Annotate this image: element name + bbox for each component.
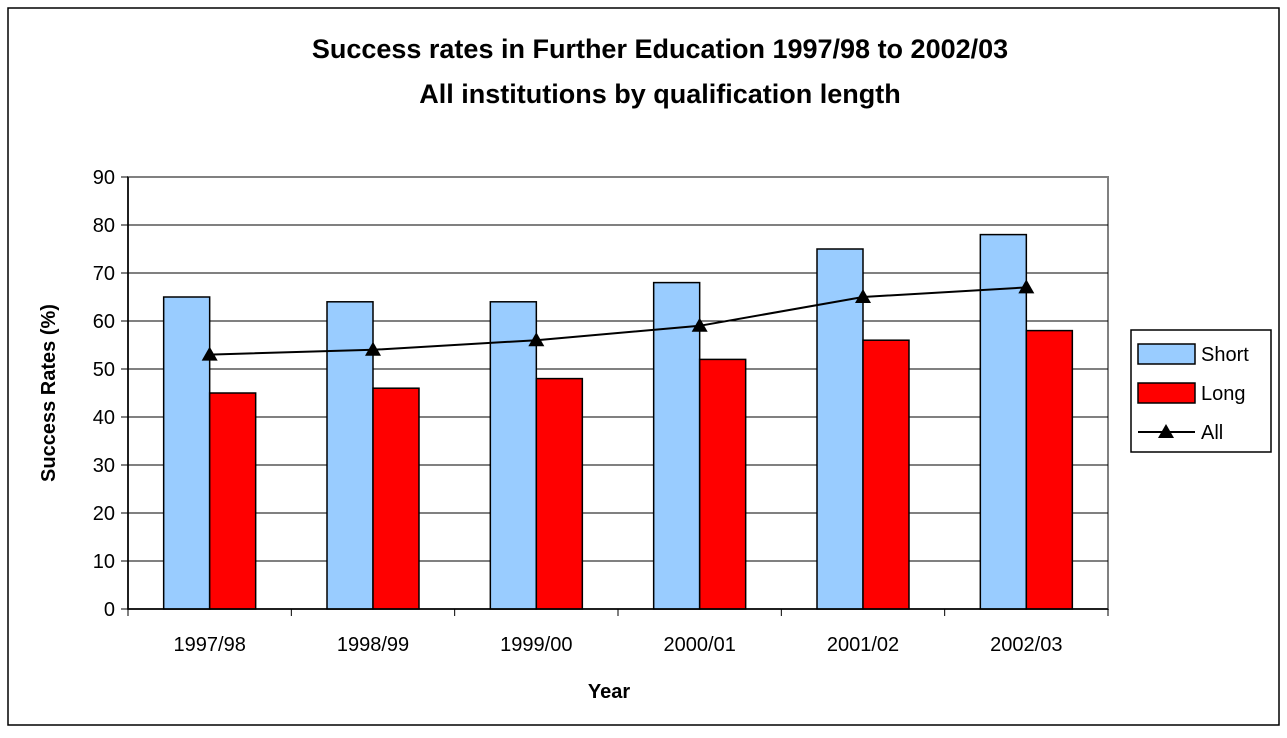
plot-area xyxy=(127,176,1109,610)
all-series-line xyxy=(201,279,1035,361)
x-tick-label: 1997/98 xyxy=(174,634,246,656)
x-tick-label: 1999/00 xyxy=(500,634,572,656)
y-tick-label: 30 xyxy=(93,455,115,477)
y-tick-label: 50 xyxy=(93,359,115,381)
chart-title-line1: Success rates in Further Education 1997/… xyxy=(312,34,1008,64)
gridlines xyxy=(128,224,1108,562)
marker-all xyxy=(201,346,218,361)
y-tick-label: 80 xyxy=(93,215,115,237)
bar-short xyxy=(979,233,1028,610)
y-tick-label: 60 xyxy=(93,311,115,333)
legend-swatch-short xyxy=(1137,343,1196,365)
marker-all xyxy=(691,317,708,332)
y-tick-label: 0 xyxy=(104,599,115,621)
line-all xyxy=(209,286,1027,356)
bar-long xyxy=(1025,329,1074,610)
bar-short xyxy=(326,301,374,610)
bar-long xyxy=(208,392,257,610)
marker-all xyxy=(365,341,381,356)
legend-swatch-long xyxy=(1137,382,1196,404)
y-tick-label: 10 xyxy=(93,551,115,573)
bar-long xyxy=(535,377,584,610)
marker-all xyxy=(855,289,871,303)
bar-short xyxy=(162,296,211,610)
y-tick-label: 40 xyxy=(93,407,115,429)
marker-all xyxy=(528,332,545,347)
legend-label-all: All xyxy=(1201,422,1223,444)
bar-long xyxy=(862,339,910,610)
x-tick-label: 1998/99 xyxy=(337,634,409,656)
x-tick-label: 2002/03 xyxy=(990,634,1062,656)
legend-marker-all xyxy=(1158,424,1174,438)
bar-long xyxy=(372,387,420,610)
x-axis-title: Year xyxy=(588,681,630,703)
y-tick-label: 90 xyxy=(93,167,115,189)
legend: Short Long All xyxy=(1130,329,1272,453)
legend-label-short: Short xyxy=(1201,344,1249,366)
x-tick-label: 2000/01 xyxy=(664,634,736,656)
chart-title-line2: All institutions by qualification length xyxy=(419,79,901,109)
bar-short xyxy=(652,281,701,610)
bars xyxy=(162,233,1074,610)
y-tick-label: 20 xyxy=(93,503,115,525)
bar-short xyxy=(489,301,538,610)
bar-long xyxy=(698,358,747,610)
y-axis-title: Success Rates (%) xyxy=(38,304,60,482)
marker-all xyxy=(1018,279,1035,294)
legend-label-long: Long xyxy=(1201,383,1246,405)
x-tick-label: 2001/02 xyxy=(827,634,899,656)
y-tick-label: 70 xyxy=(93,263,115,285)
axes: 0 10 20 30 40 50 60 70 80 90 1997/98 1998/99 1999/00… xyxy=(93,167,1109,656)
